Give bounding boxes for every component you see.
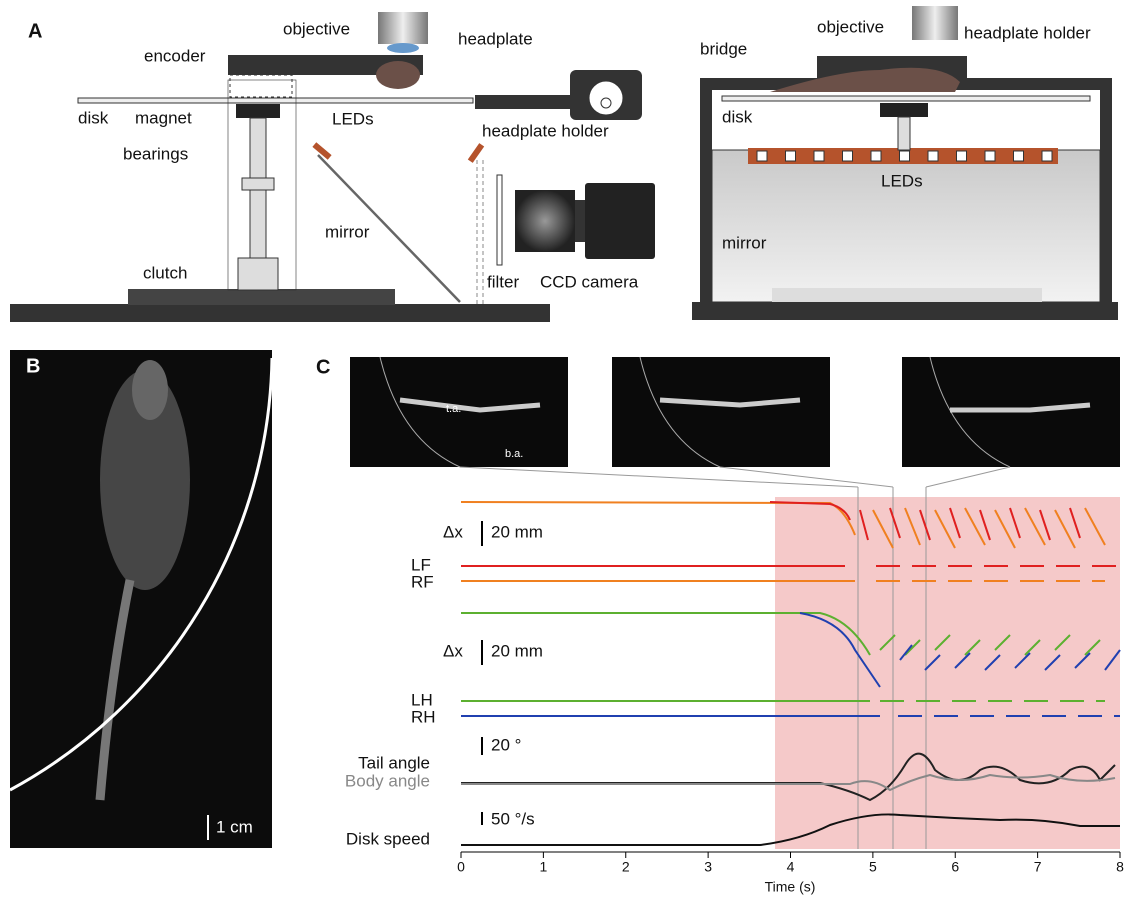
led bbox=[985, 151, 995, 161]
label: LEDs bbox=[881, 171, 923, 190]
label: Δx bbox=[443, 522, 463, 541]
x-tick-label: 0 bbox=[457, 859, 465, 875]
led bbox=[900, 151, 910, 161]
led bbox=[814, 151, 824, 161]
label: headplate bbox=[458, 29, 533, 48]
x-tick-label: 1 bbox=[539, 859, 547, 875]
x-axis: 0 1 2 3 4 5 6 7 8 bbox=[457, 852, 1124, 875]
led bbox=[957, 151, 967, 161]
scale-label: 20 mm bbox=[491, 522, 543, 541]
x-axis-title: Time (s) bbox=[765, 879, 816, 895]
label: CCD camera bbox=[540, 272, 639, 291]
label: bridge bbox=[700, 39, 747, 58]
label: objective bbox=[283, 19, 350, 38]
scale-label: 50 °/s bbox=[491, 809, 535, 828]
label: Tail angle bbox=[358, 753, 430, 772]
label: bearings bbox=[123, 144, 188, 163]
scale-label: 1 cm bbox=[216, 817, 253, 836]
label: clutch bbox=[143, 263, 187, 282]
led bbox=[786, 151, 796, 161]
snapshots bbox=[350, 357, 1120, 487]
x-tick-label: 4 bbox=[787, 859, 795, 875]
x-tick-label: 8 bbox=[1116, 859, 1124, 875]
scale-label: 20 mm bbox=[491, 641, 543, 660]
label: Δx bbox=[443, 641, 463, 660]
x-tick-label: 3 bbox=[704, 859, 712, 875]
label: magnet bbox=[135, 108, 192, 127]
x-tick-label: 2 bbox=[622, 859, 630, 875]
label: RF bbox=[411, 572, 434, 591]
x-tick-label: 6 bbox=[951, 859, 959, 875]
label: RH bbox=[411, 707, 436, 726]
mouse-image bbox=[10, 350, 272, 848]
label: encoder bbox=[144, 46, 206, 65]
label: disk bbox=[722, 107, 753, 126]
panel-label: B bbox=[26, 355, 40, 377]
figure: A objective headplate encoder disk magne… bbox=[0, 0, 1124, 901]
label: LEDs bbox=[332, 109, 374, 128]
x-tick-label: 7 bbox=[1034, 859, 1042, 875]
x-tick-label: 5 bbox=[869, 859, 877, 875]
label: mirror bbox=[722, 233, 767, 252]
stimulus-period bbox=[775, 497, 1120, 849]
led bbox=[871, 151, 881, 161]
annotation: b.a. bbox=[505, 448, 523, 460]
led bbox=[843, 151, 853, 161]
label: disk bbox=[78, 108, 109, 127]
led bbox=[1042, 151, 1052, 161]
led bbox=[928, 151, 938, 161]
led bbox=[1014, 151, 1024, 161]
label: objective bbox=[817, 17, 884, 36]
label: Body angle bbox=[345, 771, 430, 790]
label: filter bbox=[487, 272, 519, 291]
scale-label: 20 ° bbox=[491, 735, 521, 754]
panel-label: A bbox=[28, 20, 42, 42]
led bbox=[757, 151, 767, 161]
label: headplate holder bbox=[482, 121, 609, 140]
label: mirror bbox=[325, 222, 370, 241]
label: Disk speed bbox=[346, 829, 430, 848]
label: headplate holder bbox=[964, 23, 1091, 42]
panel-label: C bbox=[316, 356, 330, 378]
annotation: t.a. bbox=[446, 403, 461, 415]
setup-front-view bbox=[692, 6, 1118, 320]
